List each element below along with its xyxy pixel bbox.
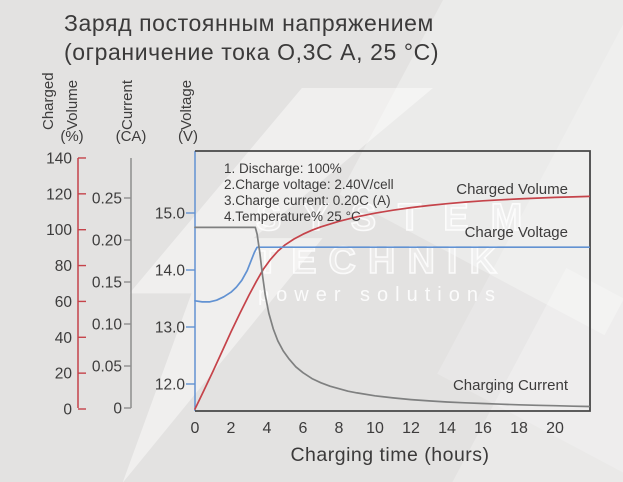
current-tick-label: 0.20 — [92, 233, 123, 250]
charge-voltage-curve-label: Charge Voltage — [464, 224, 568, 241]
current-tick-label: 0 — [113, 401, 122, 418]
series-charged-volume — [194, 195, 591, 410]
current-axis-unit: (CA) — [115, 128, 147, 145]
volume-tick-label: 0 — [63, 402, 72, 419]
x-tick-label: 20 — [546, 420, 564, 437]
watermark-power-solutions: power solutions — [258, 284, 502, 306]
volume-tick-label: 100 — [46, 222, 72, 239]
annotation-line-4: 4.Temperature% 25 °C — [224, 209, 361, 224]
volume-axis-unit: (%) — [60, 128, 84, 145]
volume-tick-label: 60 — [55, 294, 73, 311]
annotation-line-2: 2.Charge voltage: 2.40V/cell — [224, 177, 394, 192]
x-tick-label: 8 — [335, 420, 344, 437]
annotation-line-3: 3.Charge current: 0.20C (A) — [224, 193, 391, 208]
x-tick-label: 0 — [191, 420, 200, 437]
x-tick-label: 12 — [402, 420, 420, 437]
voltage-tick-label: 12.0 — [155, 377, 186, 394]
charged-volume-curve-label: Charged Volume — [456, 181, 568, 198]
x-tick-label: 18 — [510, 420, 528, 437]
x-tick-label: 4 — [263, 420, 272, 437]
voltage-tick-label: 13.0 — [155, 320, 186, 337]
voltage-axis-unit: (V) — [178, 128, 198, 145]
volume-tick-label: 80 — [55, 258, 73, 275]
series-charge-voltage — [194, 246, 591, 303]
x-tick-label: 16 — [474, 420, 492, 437]
x-tick-label: 14 — [438, 420, 456, 437]
x-tick-label: 10 — [366, 420, 384, 437]
chart-title-line1: Заряд постоянным напряжением — [64, 10, 434, 36]
conditions-annotation: 1. Discharge: 100% 2.Charge voltage: 2.4… — [224, 161, 394, 225]
x-tick-label: 2 — [227, 420, 236, 437]
current-tick-label: 0.25 — [92, 191, 122, 208]
x-tick-label: 6 — [299, 420, 308, 437]
chart-title-line2: (ограничение тока О,3С А, 25 °С) — [64, 39, 440, 65]
chart-title: Заряд постоянным напряжением (ограничени… — [64, 9, 439, 67]
series-charging-current — [194, 226, 591, 408]
watermark-system: SYSTEM — [255, 196, 545, 240]
annotation-line-1: 1. Discharge: 100% — [224, 161, 342, 176]
current-tick-label: 0.05 — [92, 359, 122, 376]
volume-tick-label: 120 — [46, 186, 72, 203]
plot-border — [195, 150, 591, 412]
charging-current-curve-label: Charging Current — [452, 377, 568, 394]
voltage-tick-label: 15.0 — [155, 206, 186, 223]
volume-tick-label: 20 — [55, 366, 73, 383]
volume-tick-label: 40 — [55, 330, 73, 347]
current-tick-label: 0.10 — [92, 317, 123, 334]
volume-tick-label: 140 — [46, 150, 72, 167]
voltage-tick-label: 14.0 — [155, 263, 186, 280]
x-axis-label: Charging time (hours) — [290, 444, 490, 466]
current-tick-label: 0.15 — [92, 275, 122, 292]
